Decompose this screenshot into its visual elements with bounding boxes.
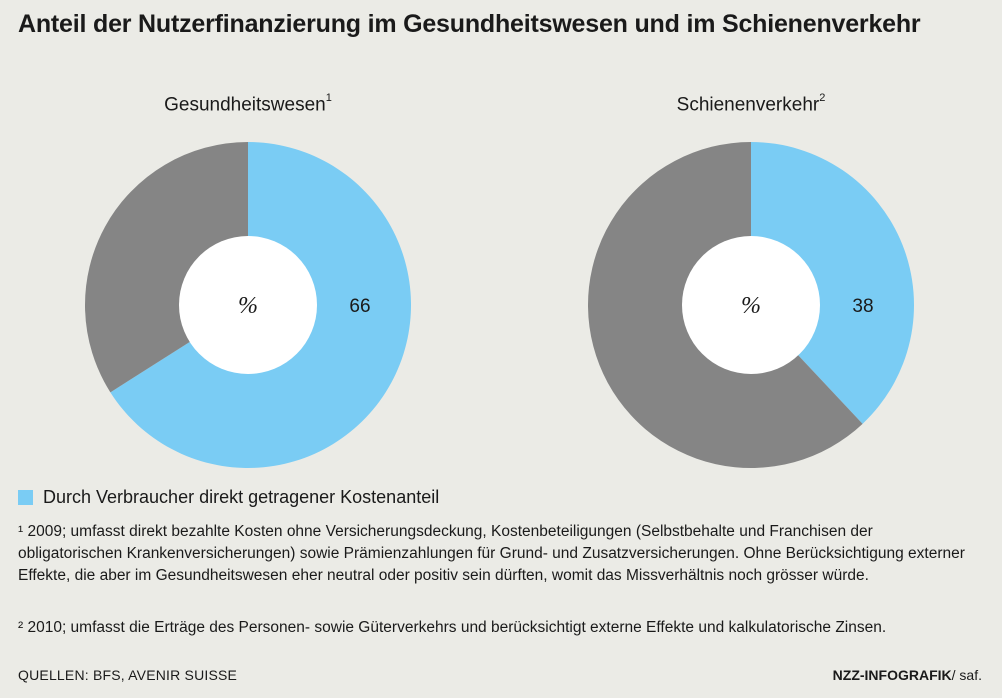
center-unit-label: % xyxy=(238,293,258,319)
footnote-2: ² 2010; umfasst die Erträge des Personen… xyxy=(18,619,887,636)
legend-swatch xyxy=(18,490,33,505)
sources: QUELLEN: BFS, AVENIR SUISSE xyxy=(18,667,238,683)
donut-title-text: Gesundheitswesen xyxy=(164,94,326,116)
donut-title-text: Schienenverkehr xyxy=(676,94,820,116)
center-unit-label: % xyxy=(741,293,761,319)
credit: NZZ-INFOGRAFIK/ saf. xyxy=(833,667,982,683)
donut-chart-gesundheitswesen: % 66 xyxy=(85,142,412,469)
donut-title-schienenverkehr: Schienenverkehr2 xyxy=(586,92,916,116)
donut-hole xyxy=(682,236,820,374)
credit-brand: NZZ-INFOGRAFIK xyxy=(832,667,952,683)
chart-title: Anteil der Nutzerfinanzierung im Gesundh… xyxy=(18,10,921,38)
legend-label: Durch Verbraucher direkt getragener Kost… xyxy=(43,487,440,507)
value-label: 66 xyxy=(349,296,370,317)
donut-hole xyxy=(179,236,317,374)
footnote-marker: 1 xyxy=(325,92,332,104)
legend: Durch Verbraucher direkt getragener Kost… xyxy=(18,487,439,508)
footnote-marker: 2 xyxy=(819,92,826,104)
value-label: 38 xyxy=(852,296,873,317)
credit-author: / saf. xyxy=(951,667,982,683)
donut-title-gesundheitswesen: Gesundheitswesen1 xyxy=(83,92,413,116)
donut-chart-schienenverkehr: % 38 xyxy=(587,142,914,468)
footnote-1: ¹ 2009; umfasst direkt bezahlte Kosten o… xyxy=(18,523,965,584)
slice-user-financed xyxy=(751,142,914,424)
